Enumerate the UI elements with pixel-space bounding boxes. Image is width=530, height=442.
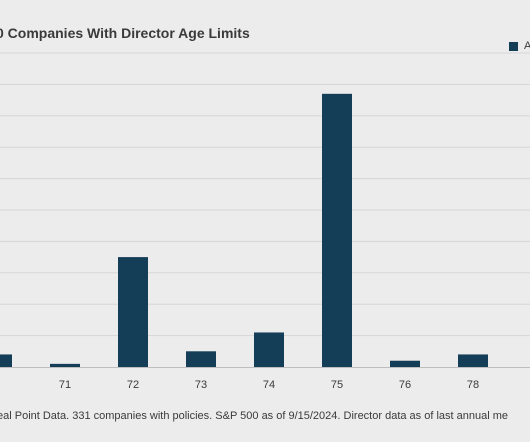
x-tick-label-76: 76 <box>399 379 411 391</box>
chart-title: 0 Companies With Director Age Limits <box>0 25 250 41</box>
bars <box>0 93 488 367</box>
bar-0 <box>0 354 12 367</box>
legend-swatch <box>509 41 518 51</box>
bar-72 <box>118 257 148 367</box>
bar-78 <box>458 354 488 367</box>
bar-76 <box>390 360 420 367</box>
legend: A <box>509 40 530 52</box>
x-tick-label-74: 74 <box>263 379 275 391</box>
source-note: eal Point Data. 331 companies with polic… <box>0 410 508 422</box>
x-tick-label-78: 78 <box>467 379 479 391</box>
bar-73 <box>186 351 216 367</box>
bar-75 <box>322 93 352 367</box>
x-tick-label-75: 75 <box>331 379 343 391</box>
bar-71 <box>50 363 80 367</box>
legend-label: A <box>524 40 530 52</box>
x-tick-label-72: 72 <box>127 379 139 391</box>
x-tick-label-73: 73 <box>195 379 207 391</box>
bar-chart: 071727374757678 <box>0 52 530 391</box>
x-tick-label-71: 71 <box>59 379 71 391</box>
x-tick-labels: 071727374757678 <box>0 379 479 391</box>
bar-74 <box>254 332 284 367</box>
gridlines <box>0 52 530 337</box>
